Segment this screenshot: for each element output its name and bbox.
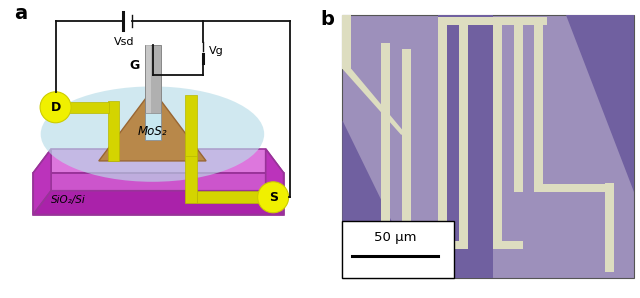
Polygon shape: [33, 149, 51, 215]
Bar: [69, 102, 109, 113]
Text: MoS₂: MoS₂: [138, 125, 167, 138]
Polygon shape: [342, 120, 419, 278]
Text: 50 μm: 50 μm: [374, 231, 417, 244]
Text: Vsd: Vsd: [114, 37, 134, 47]
Text: a: a: [14, 4, 27, 24]
Bar: [108, 101, 119, 161]
Bar: [438, 17, 547, 24]
Text: Vg: Vg: [209, 46, 224, 56]
Bar: [402, 49, 411, 249]
Circle shape: [258, 182, 289, 213]
Bar: [381, 241, 411, 249]
Bar: [438, 241, 468, 249]
Text: G: G: [129, 59, 140, 72]
Bar: [605, 183, 614, 272]
Text: S: S: [269, 191, 278, 204]
Bar: [196, 191, 262, 203]
Polygon shape: [266, 149, 284, 215]
Bar: [493, 241, 522, 249]
Bar: [438, 24, 447, 249]
Polygon shape: [342, 69, 406, 135]
Polygon shape: [342, 15, 351, 69]
Bar: [185, 156, 196, 203]
Polygon shape: [566, 15, 634, 192]
Bar: [342, 221, 454, 278]
Polygon shape: [99, 89, 206, 161]
Bar: [460, 24, 468, 249]
Bar: [534, 184, 614, 192]
Text: b: b: [320, 10, 334, 29]
Polygon shape: [33, 173, 284, 215]
Bar: [147, 45, 151, 140]
Polygon shape: [33, 149, 284, 173]
Bar: [605, 192, 614, 272]
Ellipse shape: [41, 86, 264, 182]
Circle shape: [40, 92, 71, 123]
Bar: [514, 24, 523, 192]
Bar: [145, 113, 161, 140]
Polygon shape: [438, 15, 493, 278]
Bar: [534, 24, 543, 192]
Bar: [493, 24, 502, 249]
Text: D: D: [51, 101, 61, 114]
Bar: [145, 45, 161, 140]
Bar: [381, 43, 390, 249]
Polygon shape: [33, 191, 284, 215]
Text: SiO₂/Si: SiO₂/Si: [51, 195, 86, 205]
Bar: [185, 95, 196, 161]
